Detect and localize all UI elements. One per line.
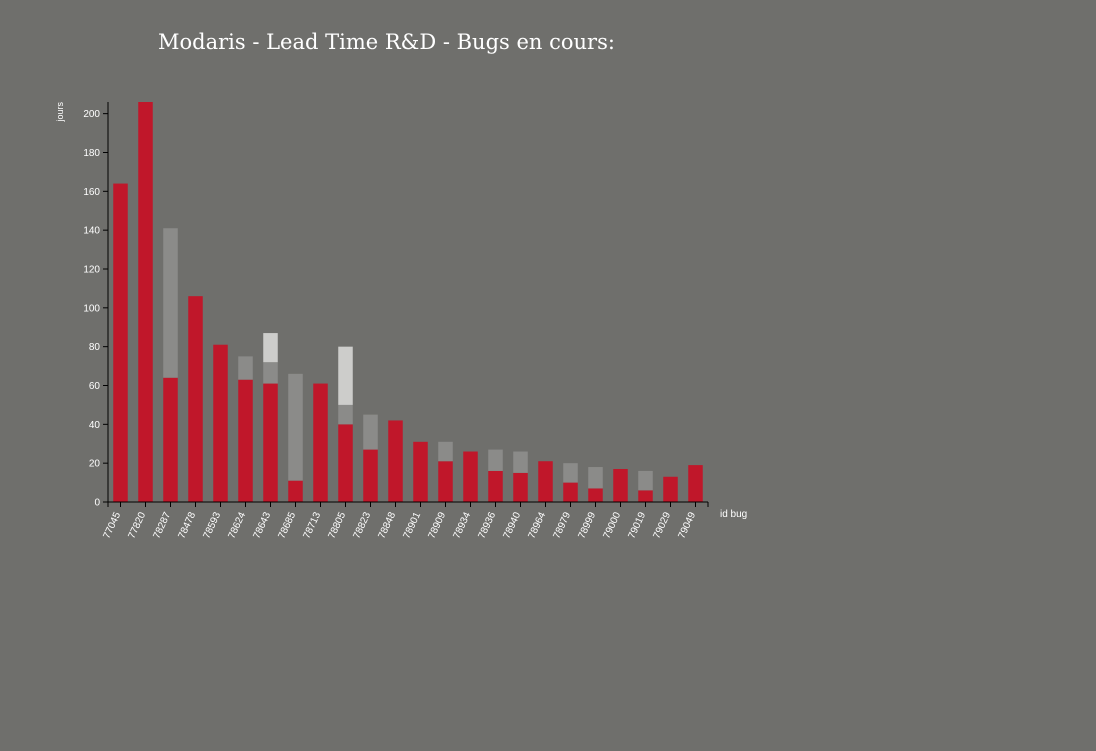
y-tick-label: 200: [83, 109, 100, 120]
bar-78643-segment-2: [263, 333, 278, 363]
x-tick-label: 78901: [401, 510, 423, 540]
bar-78936-segment-0: [488, 470, 503, 502]
bar-78287-segment-0: [163, 377, 178, 502]
y-tick-label: 80: [89, 342, 101, 353]
x-tick-label: 77045: [101, 510, 123, 540]
bar-78979-segment-1: [563, 463, 578, 483]
y-tick-label: 60: [89, 381, 101, 392]
bar-78624-segment-1: [238, 356, 253, 380]
y-axis-label: jours: [55, 102, 65, 123]
bar-78805-segment-0: [338, 424, 353, 502]
x-tick-label: 77820: [126, 510, 148, 540]
x-axis-ticks: 77045 77820 78287 78478 78593 78624 78643 78685…: [101, 502, 709, 540]
bar-78685-segment-0: [288, 480, 303, 502]
x-tick-label: 78940: [501, 510, 523, 540]
x-tick-label: 78713: [301, 510, 323, 540]
y-tick-label: 120: [83, 264, 100, 275]
x-tick-label: 78979: [551, 510, 573, 540]
bar-78643-segment-0: [263, 383, 278, 502]
bar-78940-segment-1: [513, 451, 528, 473]
bar-78999-segment-0: [588, 488, 603, 502]
x-tick-label: 79019: [626, 510, 648, 540]
bar-77045-segment-0: [113, 183, 128, 503]
bar-78805-segment-2: [338, 346, 353, 405]
x-axis-label: id bug: [720, 509, 747, 520]
bar-79049-segment-0: [688, 465, 703, 502]
x-tick-label: 78934: [451, 510, 473, 540]
x-tick-label: 78848: [376, 510, 398, 540]
bar-77820-segment-0: [138, 102, 153, 502]
x-tick-label: 78643: [251, 510, 273, 540]
x-tick-label: 78964: [526, 510, 548, 540]
x-tick-label: 79029: [651, 510, 673, 540]
bar-79000-segment-0: [613, 468, 628, 502]
y-tick-label: 100: [83, 303, 100, 314]
x-tick-label: 78999: [576, 510, 598, 540]
chart-title: Modaris - Lead Time R&D - Bugs en cours:: [158, 30, 615, 54]
x-tick-label: 78624: [226, 510, 248, 540]
x-tick-label: 78909: [426, 510, 448, 540]
y-tick-label: 180: [83, 148, 100, 159]
bar-78805-segment-1: [338, 404, 353, 425]
y-tick-label: 0: [94, 498, 100, 509]
bar-78999-segment-1: [588, 467, 603, 489]
bar-78848-segment-0: [388, 420, 403, 502]
bar-78979-segment-0: [563, 482, 578, 502]
x-tick-label: 79049: [676, 510, 698, 540]
x-tick-label: 78287: [151, 510, 173, 540]
bar-78934-segment-0: [463, 451, 478, 502]
x-tick-label: 78593: [201, 510, 223, 540]
x-tick-label: 78478: [176, 510, 198, 540]
bar-78823-segment-1: [363, 414, 378, 450]
bar-78685-segment-1: [288, 373, 303, 481]
bar-78936-segment-1: [488, 449, 503, 471]
bars-group: [113, 102, 703, 503]
y-axis-ticks: 0 20 40 60 80 100 120 140 160 180 200: [83, 109, 108, 509]
y-tick-label: 140: [83, 226, 100, 237]
x-tick-label: 79000: [601, 510, 623, 540]
bar-78940-segment-0: [513, 472, 528, 502]
bar-78823-segment-0: [363, 449, 378, 502]
bar-79019-segment-1: [638, 470, 653, 491]
x-tick-label: 78685: [276, 510, 298, 540]
y-tick-label: 40: [89, 420, 101, 431]
bar-78909-segment-0: [438, 461, 453, 502]
bar-79019-segment-0: [638, 490, 653, 502]
bar-78713-segment-0: [313, 383, 328, 502]
bar-78624-segment-0: [238, 379, 253, 502]
bar-78901-segment-0: [413, 441, 428, 502]
x-tick-label: 78936: [476, 510, 498, 540]
bar-78909-segment-1: [438, 441, 453, 462]
y-tick-label: 160: [83, 187, 100, 198]
bar-78593-segment-0: [213, 344, 228, 502]
bar-78964-segment-0: [538, 461, 553, 502]
bar-78478-segment-0: [188, 296, 203, 502]
bar-78643-segment-1: [263, 362, 278, 384]
x-tick-label: 78823: [351, 510, 373, 540]
x-tick-label: 78805: [326, 510, 348, 540]
bar-78287-segment-1: [163, 228, 178, 378]
y-tick-label: 20: [89, 459, 101, 470]
bar-79029-segment-0: [663, 476, 678, 502]
